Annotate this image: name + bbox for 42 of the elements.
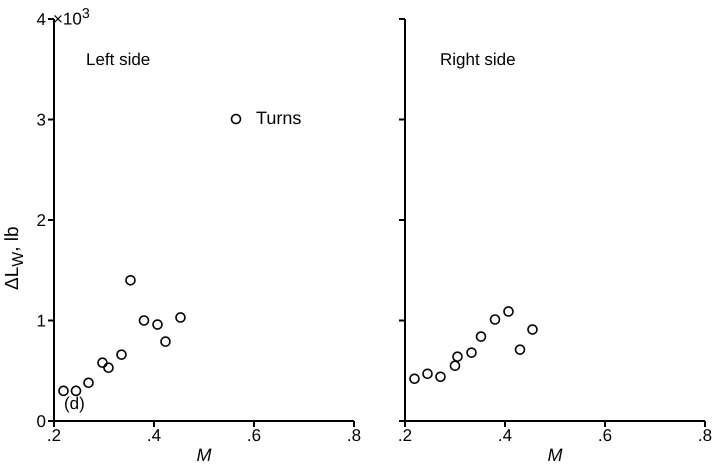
point [490, 314, 500, 325]
x-tick-label: .6 [598, 426, 612, 446]
x-tick-label: .8 [698, 426, 712, 446]
y-tick-label: 0 [36, 412, 46, 431]
point [422, 368, 433, 380]
annotation: ×10$^{3}$ [53, 6, 90, 30]
annotation: Left side [86, 50, 150, 70]
annotation: (d) [64, 394, 85, 414]
y-tick-label: 3 [36, 110, 46, 130]
x-tick-label: .6 [246, 426, 262, 446]
point [450, 360, 460, 372]
point [452, 351, 463, 362]
point [138, 315, 150, 326]
point [175, 312, 186, 323]
point [503, 306, 514, 317]
point [125, 275, 136, 286]
x-axis-title: M [548, 445, 562, 465]
y-tick-label: 1 [36, 312, 46, 330]
annotation: Right side [440, 50, 516, 70]
point [152, 319, 163, 330]
point [409, 373, 420, 384]
y-tick-label: 2 [36, 211, 46, 230]
point [58, 386, 69, 396]
x-axis-title: M [196, 445, 212, 465]
point [514, 344, 526, 355]
y-tick-label: 4 [36, 10, 46, 29]
point [70, 386, 82, 396]
x-tick-label: .8 [346, 426, 362, 446]
point [97, 357, 108, 368]
point [103, 362, 114, 374]
point [435, 371, 446, 382]
point [160, 336, 171, 347]
x-tick-label: .2 [398, 426, 412, 446]
point [83, 378, 94, 388]
x-tick-label: .4 [146, 426, 162, 446]
point [527, 324, 538, 335]
point [476, 331, 486, 342]
x-tick-label: .4 [498, 426, 512, 446]
point [116, 349, 127, 360]
point [466, 347, 477, 358]
x-tick-label: .2 [46, 426, 62, 446]
legend-label: Turns [256, 108, 302, 129]
